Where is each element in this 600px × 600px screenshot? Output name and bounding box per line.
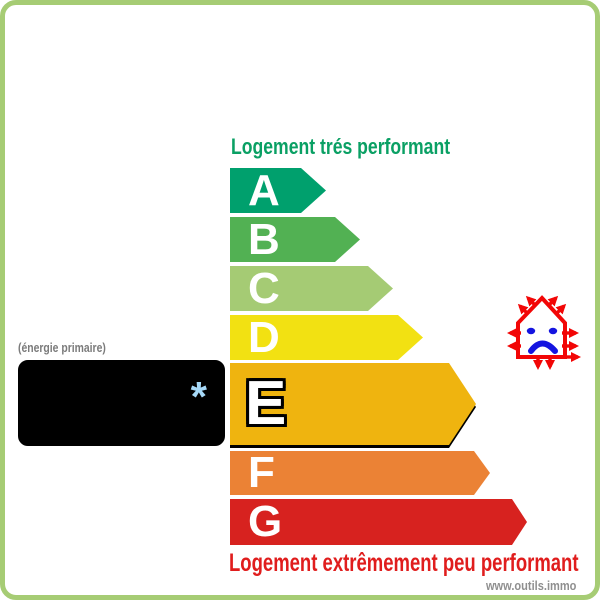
energy-bar-d: D (230, 315, 423, 360)
sad-face (526, 327, 558, 354)
energy-arrow-c: C (230, 266, 393, 311)
energy-bar-letter-c: C (248, 263, 280, 313)
energy-bar-b: B (230, 217, 360, 262)
energy-arrow-f: F (230, 451, 490, 495)
bottom-caption: Logement extrêmement peu performant (229, 549, 579, 577)
energy-bar-letter-e: E (245, 369, 287, 438)
energy-arrow-a: A (230, 168, 326, 213)
energy-bar-a: A (230, 168, 326, 213)
heat-loss-arrows (507, 295, 581, 370)
sad-face-right-eye (548, 327, 558, 335)
heat-loss-house-icon (507, 295, 581, 370)
energy-bar-letter-d: D (248, 312, 280, 362)
energy-arrow-e: E (230, 363, 476, 445)
energy-primary-caption: (énergie primaire) (18, 340, 106, 355)
watermark: www.outils.immo (485, 578, 576, 593)
sad-face-mouth (528, 340, 558, 354)
footnote-asterisk: * (190, 373, 207, 420)
energy-bar-letter-g: G (248, 497, 283, 546)
energy-value-box: * (18, 360, 225, 446)
house-outline (516, 295, 567, 359)
energy-arrow-g: G (230, 499, 527, 545)
energy-bar-e-selected: E (230, 363, 476, 445)
energy-bar-letter-a: A (248, 165, 280, 215)
energy-bar-letter-f: F (248, 448, 275, 497)
energy-bar-c: C (230, 266, 393, 311)
energy-bar-f: F (230, 451, 490, 495)
sad-face-left-eye (526, 327, 536, 335)
energy-arrow-b: B (230, 217, 360, 262)
energy-bar-g: G (230, 499, 527, 545)
top-caption: Logement trés performant (231, 134, 451, 159)
energy-arrow-d: D (230, 315, 423, 360)
energy-bar-letter-b: B (248, 214, 280, 264)
